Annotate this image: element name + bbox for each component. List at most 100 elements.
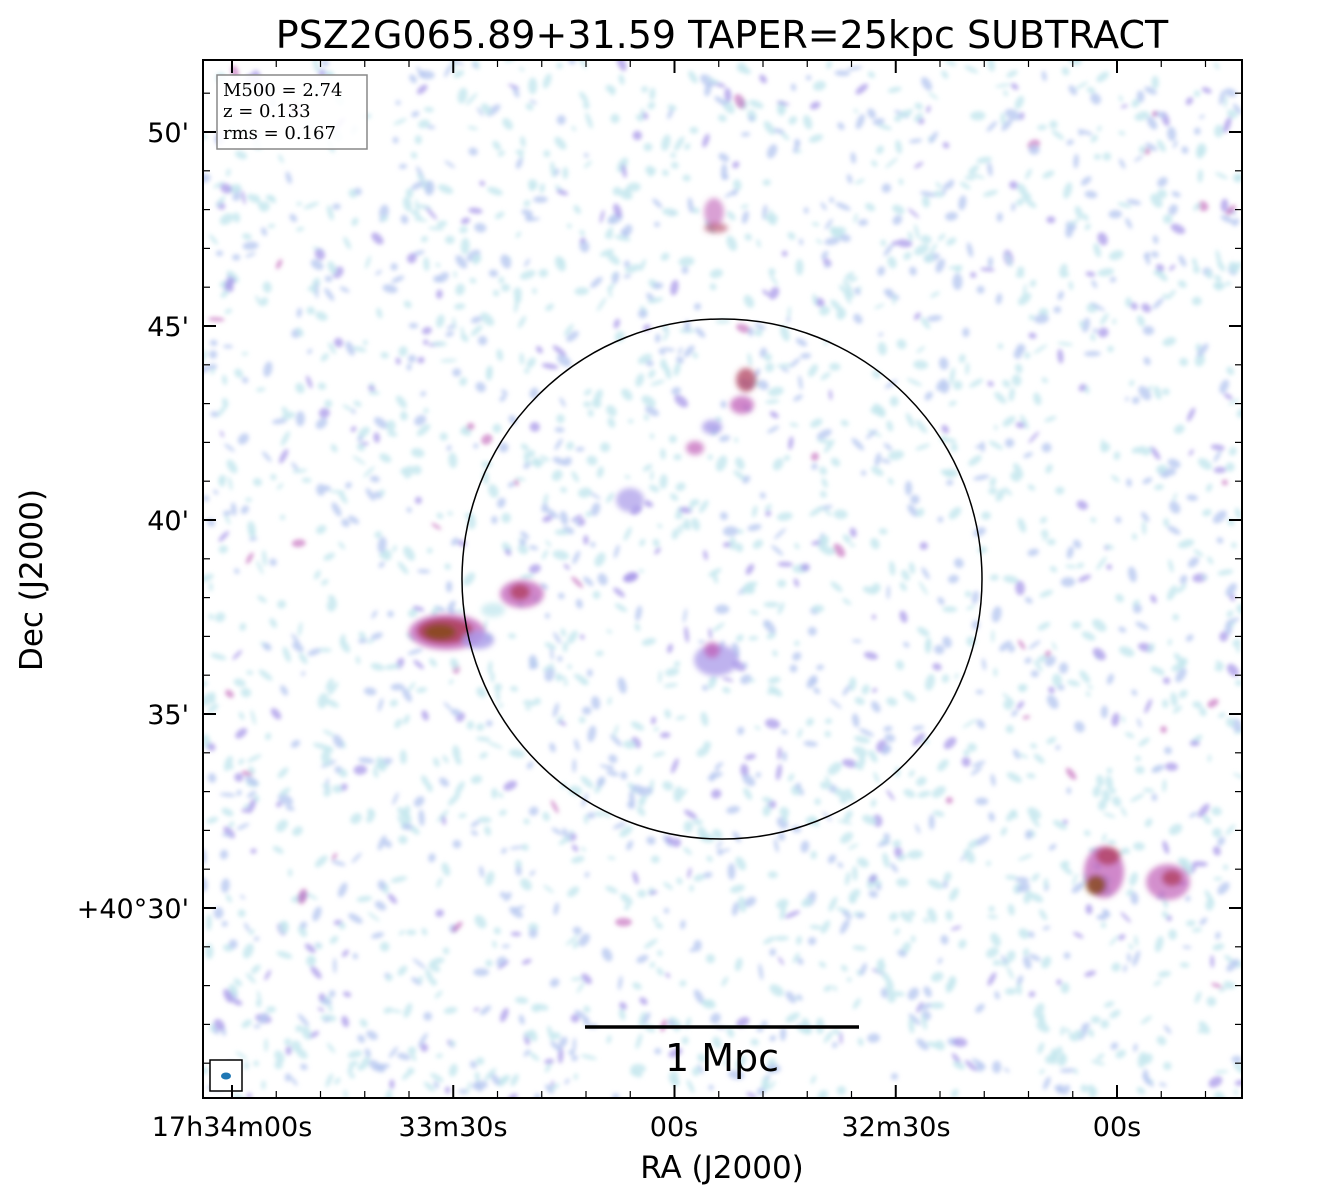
noise-blob — [257, 990, 262, 1005]
noise-blob — [420, 1043, 429, 1052]
noise-blob — [742, 475, 751, 484]
noise-blob — [250, 848, 257, 854]
noise-blob — [1107, 345, 1114, 353]
noise-blob — [1090, 333, 1096, 342]
noise-blob — [480, 312, 495, 326]
noise-blob — [414, 135, 422, 145]
noise-blob — [720, 400, 727, 409]
noise-blob — [250, 709, 256, 725]
noise-blob — [734, 93, 746, 109]
noise-blob — [297, 925, 308, 938]
noise-blob — [468, 207, 483, 214]
noise-blob — [1029, 813, 1040, 828]
noise-blob — [397, 807, 411, 820]
noise-blob — [632, 130, 643, 141]
x-tick-labels: 17h34m00s 33m30s 00s 32m30s 00s — [152, 1112, 1142, 1143]
noise-blob — [761, 1076, 770, 1092]
noise-blob — [865, 203, 876, 212]
noise-blob — [511, 905, 525, 912]
noise-blob — [1134, 111, 1150, 121]
noise-blob — [575, 446, 585, 452]
noise-blob — [883, 744, 892, 754]
noise-blob — [948, 400, 957, 407]
noise-blob — [486, 741, 503, 749]
noise-blob — [504, 548, 512, 556]
noise-blob — [400, 410, 406, 418]
noise-blob — [1028, 431, 1040, 444]
noise-blob — [1109, 935, 1119, 946]
noise-blob — [842, 685, 851, 696]
noise-blob — [565, 934, 579, 946]
noise-blob — [526, 449, 536, 458]
noise-blob — [663, 363, 672, 380]
noise-blob — [476, 736, 491, 742]
noise-blob — [542, 811, 550, 822]
noise-blob — [833, 509, 848, 520]
noise-blob — [1193, 127, 1201, 135]
noise-blob — [877, 840, 890, 847]
noise-blob — [650, 470, 654, 481]
noise-blob — [662, 781, 674, 791]
noise-blob — [1087, 1028, 1094, 1038]
noise-blob — [1215, 931, 1221, 940]
noise-blob — [377, 697, 384, 712]
noise-blob — [566, 223, 572, 229]
noise-blob — [297, 1013, 310, 1027]
noise-blob — [849, 527, 857, 538]
noise-blob — [837, 819, 853, 825]
noise-blob — [620, 893, 633, 905]
noise-blob — [470, 830, 479, 836]
noise-blob — [1182, 945, 1192, 949]
noise-blob — [379, 489, 385, 497]
noise-blob — [646, 836, 656, 845]
noise-blob — [428, 853, 436, 863]
noise-blob — [247, 754, 262, 763]
noise-blob — [411, 977, 422, 986]
noise-blob — [637, 889, 647, 898]
noise-blob — [423, 408, 429, 414]
noise-blob — [1199, 917, 1208, 926]
noise-blob — [1199, 707, 1207, 717]
noise-blob — [1187, 556, 1200, 568]
noise-blob — [792, 651, 802, 661]
noise-blob — [247, 797, 257, 814]
noise-blob — [1092, 785, 1101, 798]
noise-blob — [1024, 352, 1031, 359]
noise-blob — [256, 194, 263, 211]
noise-blob — [459, 377, 468, 386]
noise-blob — [437, 184, 454, 194]
noise-blob — [889, 396, 899, 407]
noise-blob — [373, 432, 380, 443]
noise-blob — [678, 346, 683, 356]
noise-blob — [1039, 516, 1048, 524]
noise-blob — [563, 456, 572, 466]
noise-blob — [1077, 129, 1093, 136]
noise-blob — [961, 756, 971, 767]
noise-blob — [703, 871, 713, 879]
info-m500: M500 = 2.74 — [223, 80, 342, 101]
noise-blob — [639, 538, 646, 547]
noise-blob — [285, 1046, 292, 1056]
noise-blob — [1193, 265, 1200, 274]
noise-blob — [780, 729, 788, 735]
noise-blob — [379, 941, 390, 952]
noise-blob — [1156, 1036, 1167, 1046]
noise-blob — [492, 140, 501, 151]
noise-blob — [1090, 517, 1097, 523]
noise-blob — [674, 513, 684, 520]
noise-blob — [1130, 891, 1139, 905]
noise-blob — [659, 732, 671, 739]
noise-blob — [805, 75, 812, 81]
noise-blob — [643, 142, 653, 152]
noise-blob — [946, 179, 955, 190]
noise-blob — [577, 487, 592, 498]
noise-blob — [1071, 882, 1085, 894]
noise-blob — [470, 316, 483, 324]
noise-blob — [693, 989, 705, 1005]
noise-blob — [225, 689, 234, 698]
noise-blob — [800, 563, 810, 572]
noise-blob — [745, 563, 755, 575]
noise-blob — [963, 848, 976, 864]
noise-blob — [348, 515, 360, 525]
noise-blob — [403, 714, 410, 725]
